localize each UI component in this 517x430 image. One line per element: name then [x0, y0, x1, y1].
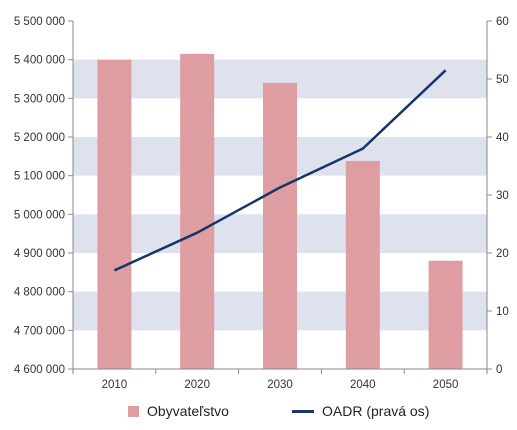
x-tick-label: 2050 [433, 379, 459, 391]
bar-2010 [97, 59, 132, 370]
legend-swatch-line [292, 409, 314, 413]
left-tick-label: 5 500 000 [14, 16, 65, 28]
left-tick-label: 4 900 000 [14, 248, 65, 260]
legend-label-oadr: OADR (pravá os) [322, 403, 430, 419]
chart: 4 600 000 4 700 000 4 800 000 4 900 000 5 00… [14, 16, 509, 391]
left-axis-ticks: 4 600 000 4 700 000 4 800 000 4 900 000 5 00… [14, 16, 73, 376]
x-tick-label: 2020 [184, 379, 210, 391]
bar-series [97, 53, 463, 370]
bar-2030 [263, 82, 297, 369]
bar-2020 [180, 53, 215, 369]
left-tick-label: 5 000 000 [14, 209, 65, 221]
right-tick-label: 40 [496, 132, 509, 144]
left-tick-label: 5 200 000 [14, 132, 65, 144]
x-tick-label: 2010 [102, 379, 128, 391]
line-series [113, 69, 447, 272]
left-tick-label: 5 400 000 [14, 55, 65, 67]
left-tick-label: 4 600 000 [14, 364, 65, 376]
right-tick-label: 10 [496, 306, 509, 318]
legend: Obyvateľstvo OADR (pravá os) [0, 403, 517, 429]
legend-label-population: Obyvateľstvo [147, 403, 229, 419]
left-tick-label: 5 100 000 [14, 171, 65, 183]
legend-swatch-bar [128, 405, 139, 417]
x-tick-label: 2040 [350, 379, 376, 391]
x-axis-ticks: 2010 2020 2030 2040 2050 [72, 369, 488, 391]
right-tick-label: 0 [496, 364, 502, 376]
bar-2040 [345, 160, 380, 369]
legend-item-population: Obyvateľstvo [128, 403, 229, 419]
legend-item-oadr: OADR (pravá os) [292, 403, 429, 419]
right-tick-label: 60 [496, 16, 509, 28]
left-tick-label: 4 800 000 [14, 287, 65, 299]
right-tick-label: 30 [496, 190, 509, 202]
left-tick-label: 4 700 000 [14, 325, 65, 337]
right-tick-label: 50 [496, 74, 509, 86]
bar-2050 [428, 260, 463, 369]
right-axis-ticks: 0 10 20 30 40 50 60 [487, 16, 509, 376]
left-tick-label: 5 300 000 [14, 93, 65, 105]
right-tick-label: 20 [496, 248, 509, 260]
x-tick-label: 2030 [267, 379, 293, 391]
